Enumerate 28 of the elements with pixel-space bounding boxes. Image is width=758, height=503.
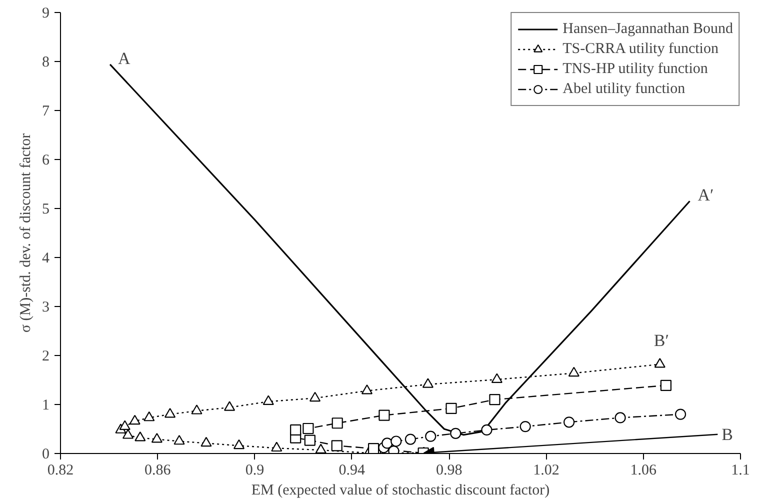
x-tick-label: 0.86: [144, 462, 172, 478]
legend-label: Abel utility function: [562, 80, 686, 98]
x-tick-label: 0.9: [245, 462, 264, 478]
x-tick-label: 0.98: [436, 462, 462, 478]
annotation: B′: [654, 330, 669, 350]
y-tick-label: 5: [42, 202, 50, 218]
legend-label: TNS-HP utility function: [562, 60, 708, 78]
annotation: B: [722, 424, 734, 444]
annotation: A′: [698, 186, 714, 205]
x-axis-title: EM (expected value of stochastic discount factor): [251, 482, 550, 498]
y-tick-label: 4: [42, 250, 50, 266]
y-axis-title: σ (M)-std. dev. of discount factor: [18, 133, 34, 333]
y-tick-label: 7: [42, 104, 50, 120]
x-tick-label: 0.82: [47, 462, 74, 478]
y-tick-label: 0: [42, 446, 50, 462]
annotation: A: [118, 48, 132, 68]
legend-label: Hansen–Jagannathan Bound: [562, 20, 733, 38]
x-tick-label: 1.06: [630, 462, 657, 478]
x-tick-label: 0.94: [338, 462, 366, 478]
y-tick-label: 9: [42, 6, 50, 22]
y-tick-label: 1: [42, 398, 50, 414]
x-tick-label: 1.1: [731, 462, 750, 478]
y-tick-label: 3: [42, 300, 50, 316]
y-tick-label: 8: [42, 54, 50, 70]
x-tick-label: 1.02: [533, 462, 560, 478]
legend-label: TS-CRRA utility function: [562, 40, 718, 58]
y-tick-label: 2: [42, 348, 50, 364]
y-tick-label: 6: [42, 152, 50, 168]
